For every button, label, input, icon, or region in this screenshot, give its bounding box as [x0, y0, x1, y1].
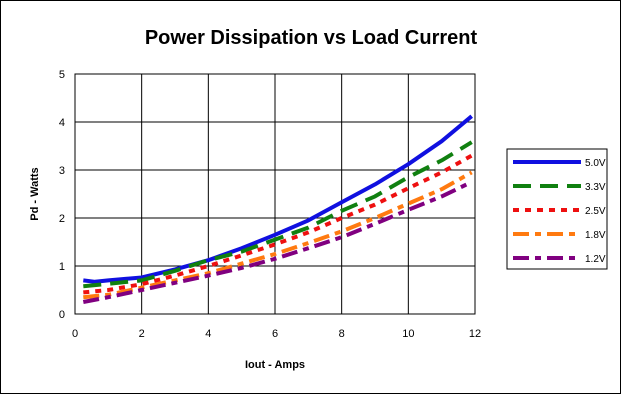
x-tick-label: 2	[139, 328, 145, 340]
legend-label: 1.2V	[585, 254, 606, 265]
chart-title: Power Dissipation vs Load Current	[145, 27, 478, 49]
x-tick-label: 12	[469, 328, 481, 340]
series-line-5-0V	[83, 114, 473, 284]
legend-label: 2.5V	[585, 206, 606, 217]
legend: 5.0V 3.3V 2.5V 1.8V 1.2V	[506, 148, 608, 270]
legend-label: 5.0V	[585, 158, 606, 169]
y-axis-label: Pd - Watts	[29, 167, 41, 220]
series-line-1-2V	[82, 180, 473, 304]
y-tick-label: 3	[59, 165, 65, 177]
y-tick-label: 4	[59, 117, 65, 129]
x-tick-label: 6	[272, 328, 278, 340]
x-tick-label: 10	[402, 328, 414, 340]
series-line-3-3V	[83, 140, 473, 289]
y-tick-labels: 0 1 2 3 4 5	[59, 69, 65, 321]
x-tick-labels: 0 2 4 6 8 10 12	[72, 328, 481, 340]
y-tick-label: 5	[59, 69, 65, 81]
x-tick-label: 4	[205, 328, 211, 340]
legend-box	[506, 148, 608, 270]
y-tick-label: 0	[59, 309, 65, 321]
y-tick-label: 1	[59, 261, 65, 273]
x-axis-label: Iout - Amps	[245, 359, 305, 371]
legend-label: 3.3V	[585, 182, 606, 193]
plot-area	[74, 73, 476, 315]
y-tick-label: 2	[59, 213, 65, 225]
series-layer	[82, 114, 473, 304]
series-line-1-8V	[83, 170, 473, 300]
x-tick-label: 0	[72, 328, 78, 340]
legend-label: 1.8V	[585, 230, 606, 241]
x-tick-label: 8	[339, 328, 345, 340]
